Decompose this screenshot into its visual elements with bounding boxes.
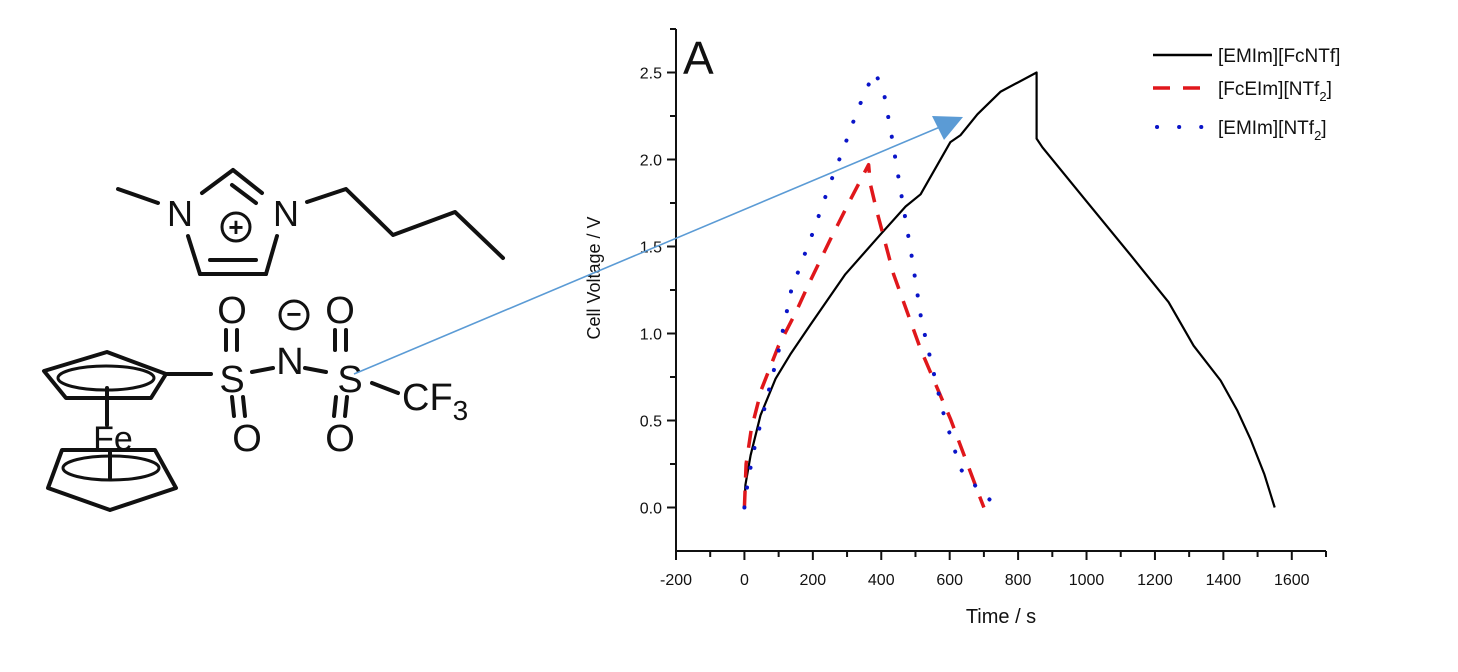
series-2 xyxy=(742,70,1003,510)
x-tick-label: 0 xyxy=(740,572,749,589)
series-line-2 xyxy=(742,70,1003,510)
legend-label-1: [FcEIm][NTf2] xyxy=(1218,79,1332,104)
panel-label: A xyxy=(683,32,714,84)
legend-label-1-tail: ] xyxy=(1327,79,1332,100)
ring-bond-n1-c5 xyxy=(186,234,202,276)
cf3-main: CF xyxy=(402,377,453,419)
legend-label-2: [EMIm][NTf2] xyxy=(1218,118,1327,143)
s2-o-bottom-double-bond-a xyxy=(332,395,338,418)
sulfur-1-label: S xyxy=(219,359,244,401)
n-s2-bond xyxy=(303,366,328,374)
x-axis-label: Time / s xyxy=(966,606,1036,628)
oxygen-1-bottom-label: O xyxy=(232,418,262,460)
s1-o-bottom-double-bond-b xyxy=(241,395,247,418)
series-line-0 xyxy=(743,71,1276,508)
legend-label-1-sub: 2 xyxy=(1319,89,1326,104)
x-tick-label: 600 xyxy=(936,572,963,589)
nitrogen-label: N xyxy=(276,341,303,383)
negative-charge-sign: − xyxy=(286,299,301,329)
sulfur-2-label: S xyxy=(337,359,362,401)
s1-n-bond xyxy=(250,366,275,374)
legend: [EMIm][FcNTf] [FcEIm][NTf2] [EMIm][NTf2] xyxy=(1153,46,1340,143)
ring-bond-c2-n3 xyxy=(231,168,264,195)
series-1 xyxy=(742,162,986,509)
x-tick-label: 1200 xyxy=(1137,572,1173,589)
methyl-bond xyxy=(116,187,160,205)
positive-charge-circle xyxy=(220,211,252,243)
series-0 xyxy=(743,71,1276,508)
chart: -200 0 200 400 600 800 1000 1200 1400 1600 0.0 0.5 1… xyxy=(584,28,1340,628)
y-tick-label: 2.0 xyxy=(640,153,662,170)
lower-cyclopentadienyl-ring xyxy=(46,448,178,512)
connector-arrow xyxy=(353,116,963,375)
y-axis-label: Cell Voltage / V xyxy=(584,216,604,339)
x-tick-label: 1000 xyxy=(1069,572,1105,589)
ferrocene xyxy=(42,350,213,512)
imidazolium-n1-label: N xyxy=(167,193,193,234)
x-tick-label: 1600 xyxy=(1274,572,1310,589)
x-tick-label: 400 xyxy=(868,572,895,589)
axes: -200 0 200 400 600 800 1000 1200 1400 1600 0.0 0.5 1… xyxy=(640,28,1327,589)
ring-bond-c4-n3 xyxy=(264,234,279,276)
legend-label-2-main: [EMIm][NTf xyxy=(1218,118,1315,139)
y-tick-label: 0.0 xyxy=(640,501,662,518)
y-tick-label: 1.0 xyxy=(640,327,662,344)
oxygen-2-bottom-label: O xyxy=(325,418,355,460)
cf3-label: CF3 xyxy=(402,377,468,426)
ring-bond-n1-c2 xyxy=(200,168,235,195)
imidazolium-n3-label: N xyxy=(273,193,299,234)
oxygen-1-top-label: O xyxy=(217,290,247,332)
x-tick-label: 200 xyxy=(799,572,826,589)
ring-double-bond-c2-n3 xyxy=(230,183,258,205)
x-tick-label: -200 xyxy=(660,572,692,589)
plot-series xyxy=(742,70,1276,510)
legend-label-0: [EMIm][FcNTf] xyxy=(1218,46,1340,67)
x-tick-label: 1400 xyxy=(1206,572,1242,589)
legend-label-1-main: [FcEIm][NTf xyxy=(1218,79,1320,100)
x-tick-label: 800 xyxy=(1005,572,1032,589)
iron-label: Fe xyxy=(93,420,133,458)
legend-label-0-main: [EMIm][FcNTf] xyxy=(1218,46,1340,67)
series-line-1 xyxy=(742,162,986,509)
legend-label-2-sub: 2 xyxy=(1314,128,1321,143)
legend-label-2-tail: ] xyxy=(1321,118,1326,139)
oxygen-2-top-label: O xyxy=(325,290,355,332)
sulfonylimide-bonds xyxy=(224,299,400,418)
y-tick-label: 2.5 xyxy=(640,66,662,83)
cf3-subscript: 3 xyxy=(453,395,469,426)
s2-cf3-bond xyxy=(370,381,400,395)
chemical-structure: N N + Fe S O xyxy=(42,168,505,512)
negative-charge-circle xyxy=(278,299,310,331)
s1-o-bottom-double-bond-a xyxy=(230,395,236,418)
butyl-chain xyxy=(305,187,505,260)
connector-arrow-head xyxy=(932,116,963,140)
positive-charge-sign: + xyxy=(228,212,243,242)
imidazolium-cation xyxy=(116,168,505,276)
upper-cyclopentadienyl-ring xyxy=(42,350,168,400)
y-tick-label: 0.5 xyxy=(640,414,662,431)
connector-arrow-line xyxy=(353,126,941,375)
s2-o-bottom-double-bond-b xyxy=(343,395,349,418)
